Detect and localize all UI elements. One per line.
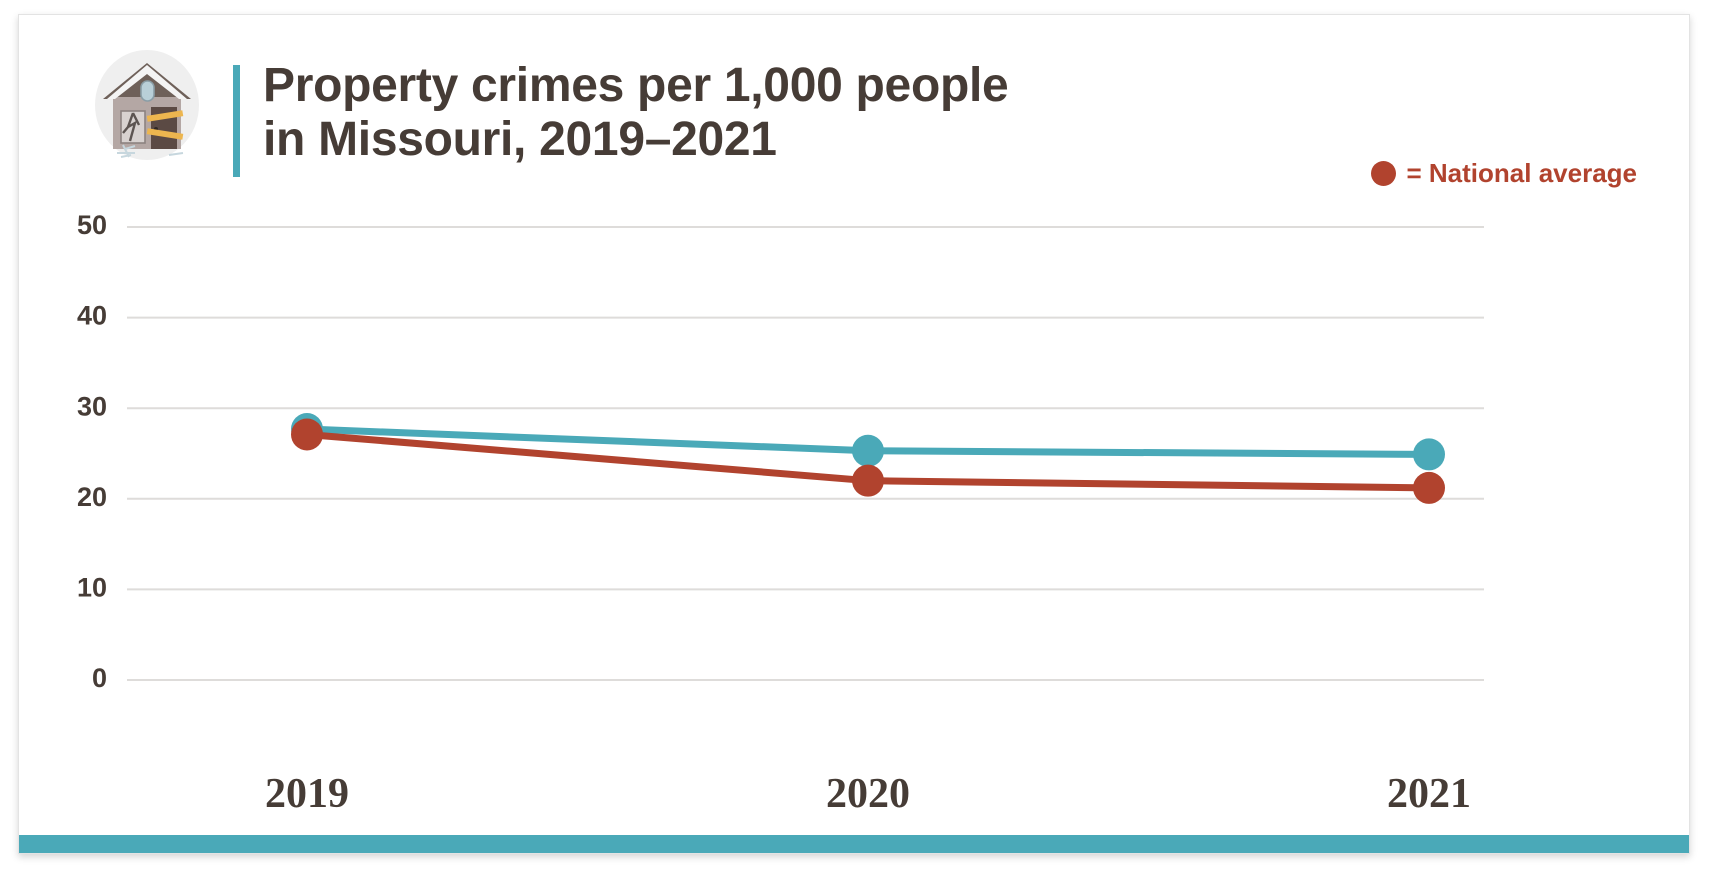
broken-house-icon: [87, 45, 207, 165]
title-line-2: in Missouri, 2019–2021: [263, 112, 777, 166]
x-axis-tick-label: 2021: [1387, 771, 1471, 817]
data-point-marker[interactable]: [1413, 438, 1445, 471]
data-point-marker[interactable]: [291, 418, 323, 451]
y-axis-tick-label: 30: [77, 391, 107, 421]
chart-legend: = National average: [1370, 158, 1638, 189]
x-axis-tick-label: 2019: [265, 771, 349, 817]
chart-card: Property crimes per 1,000 people in Miss…: [18, 14, 1690, 854]
circle-marker-icon: [1370, 161, 1396, 186]
y-axis-tick-label: 0: [92, 663, 107, 693]
data-point-marker[interactable]: [852, 464, 884, 497]
line-chart-svg: 0 10 20 30 40 50 2019 2020 2021: [77, 210, 1484, 817]
card-bottom-bar: [19, 835, 1689, 853]
y-axis-tick-label: 20: [77, 482, 107, 512]
data-point-marker[interactable]: [1413, 471, 1445, 504]
data-point-marker[interactable]: [852, 434, 884, 467]
chart-plot-area: 0 10 20 30 40 50 2019 2020 2021: [19, 195, 1689, 855]
x-axis-tick-label: 2020: [826, 771, 910, 817]
title-line-1: Property crimes per 1,000 people: [263, 59, 1009, 112]
y-axis-tick-label: 50: [77, 210, 107, 240]
chart-header: Property crimes per 1,000 people in Miss…: [19, 15, 1689, 195]
legend-label: = National average: [1406, 158, 1638, 188]
page-title: Property crimes per 1,000 people in Miss…: [263, 59, 1163, 167]
y-axis-tick-label: 10: [77, 573, 107, 603]
y-axis-tick-label: 40: [77, 301, 107, 331]
title-accent-bar: [233, 65, 240, 177]
